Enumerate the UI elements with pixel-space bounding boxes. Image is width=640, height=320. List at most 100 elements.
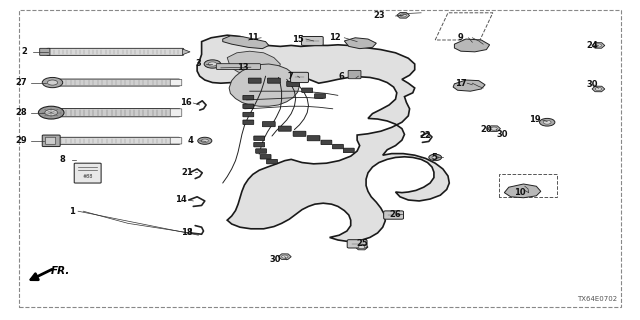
Text: 25: 25: [356, 239, 368, 248]
Polygon shape: [453, 80, 485, 91]
Text: 13: 13: [237, 63, 249, 72]
FancyBboxPatch shape: [170, 138, 182, 144]
Circle shape: [429, 154, 442, 161]
Circle shape: [358, 245, 365, 249]
FancyBboxPatch shape: [384, 211, 404, 219]
FancyBboxPatch shape: [268, 78, 280, 83]
Circle shape: [47, 80, 58, 85]
Text: 29: 29: [15, 136, 27, 145]
Text: FR.: FR.: [51, 266, 70, 276]
Polygon shape: [504, 184, 541, 198]
Text: #88: #88: [83, 174, 93, 179]
Text: TX64E0702: TX64E0702: [577, 296, 618, 302]
Circle shape: [282, 255, 288, 258]
Circle shape: [432, 156, 438, 159]
Text: 1: 1: [68, 207, 75, 216]
FancyBboxPatch shape: [45, 137, 56, 144]
Text: 28: 28: [15, 108, 27, 117]
Circle shape: [400, 14, 406, 17]
Text: 24: 24: [587, 41, 598, 50]
Text: 6: 6: [339, 72, 345, 81]
FancyBboxPatch shape: [267, 159, 278, 164]
Text: 18: 18: [181, 228, 193, 237]
FancyBboxPatch shape: [293, 131, 306, 136]
FancyBboxPatch shape: [47, 48, 184, 55]
FancyBboxPatch shape: [59, 137, 180, 144]
FancyBboxPatch shape: [248, 78, 261, 83]
FancyBboxPatch shape: [243, 120, 254, 124]
Text: 30: 30: [587, 80, 598, 89]
Text: 27: 27: [15, 78, 27, 87]
Text: 15: 15: [292, 35, 303, 44]
Text: 2: 2: [21, 47, 28, 56]
Polygon shape: [197, 35, 449, 242]
Text: 17: 17: [455, 79, 467, 88]
FancyBboxPatch shape: [243, 112, 254, 117]
FancyBboxPatch shape: [307, 136, 320, 141]
FancyBboxPatch shape: [59, 108, 180, 117]
FancyBboxPatch shape: [344, 148, 355, 153]
Text: 14: 14: [175, 196, 186, 204]
Polygon shape: [227, 51, 280, 76]
Circle shape: [198, 137, 212, 144]
Circle shape: [42, 77, 63, 88]
FancyBboxPatch shape: [40, 48, 50, 55]
Text: 8: 8: [60, 156, 65, 164]
FancyBboxPatch shape: [287, 81, 300, 86]
Text: 9: 9: [458, 33, 463, 42]
Text: 21: 21: [181, 168, 193, 177]
FancyBboxPatch shape: [302, 88, 312, 92]
Text: 7: 7: [287, 72, 292, 81]
FancyBboxPatch shape: [321, 140, 332, 145]
Text: 5: 5: [431, 153, 437, 162]
Text: 16: 16: [180, 98, 191, 107]
Circle shape: [204, 60, 221, 68]
Circle shape: [38, 106, 64, 119]
Polygon shape: [182, 49, 190, 55]
Text: 3: 3: [196, 60, 201, 68]
Text: 26: 26: [390, 210, 401, 219]
FancyBboxPatch shape: [260, 155, 271, 159]
FancyBboxPatch shape: [348, 240, 367, 248]
Text: 4: 4: [188, 136, 194, 145]
FancyBboxPatch shape: [42, 135, 60, 147]
FancyBboxPatch shape: [315, 94, 325, 98]
Polygon shape: [223, 36, 269, 49]
FancyBboxPatch shape: [262, 122, 275, 127]
FancyBboxPatch shape: [243, 95, 254, 100]
FancyBboxPatch shape: [170, 109, 182, 116]
FancyBboxPatch shape: [278, 126, 291, 131]
FancyBboxPatch shape: [254, 142, 265, 147]
Text: 10: 10: [514, 188, 525, 197]
FancyBboxPatch shape: [348, 70, 361, 79]
Text: 30: 30: [269, 255, 281, 264]
FancyBboxPatch shape: [243, 104, 254, 108]
Text: 19: 19: [529, 116, 541, 124]
Polygon shape: [344, 38, 376, 49]
Polygon shape: [229, 64, 300, 106]
Circle shape: [201, 139, 209, 142]
FancyBboxPatch shape: [254, 136, 265, 140]
Circle shape: [491, 127, 497, 130]
Text: 12: 12: [330, 33, 341, 42]
Circle shape: [45, 109, 58, 116]
FancyBboxPatch shape: [333, 144, 344, 149]
Text: 11: 11: [247, 33, 259, 42]
Circle shape: [209, 62, 216, 66]
Polygon shape: [454, 39, 490, 52]
Circle shape: [595, 87, 602, 91]
Text: 20: 20: [481, 125, 492, 134]
FancyBboxPatch shape: [255, 149, 267, 153]
Circle shape: [595, 44, 602, 47]
Circle shape: [540, 118, 555, 126]
FancyBboxPatch shape: [170, 79, 182, 86]
Text: 23: 23: [373, 12, 385, 20]
Text: 22: 22: [419, 132, 431, 140]
FancyBboxPatch shape: [74, 163, 101, 183]
FancyBboxPatch shape: [291, 72, 308, 83]
FancyBboxPatch shape: [59, 79, 180, 86]
Circle shape: [543, 120, 551, 124]
Text: 30: 30: [496, 130, 508, 139]
FancyBboxPatch shape: [301, 36, 323, 45]
FancyBboxPatch shape: [216, 64, 260, 69]
